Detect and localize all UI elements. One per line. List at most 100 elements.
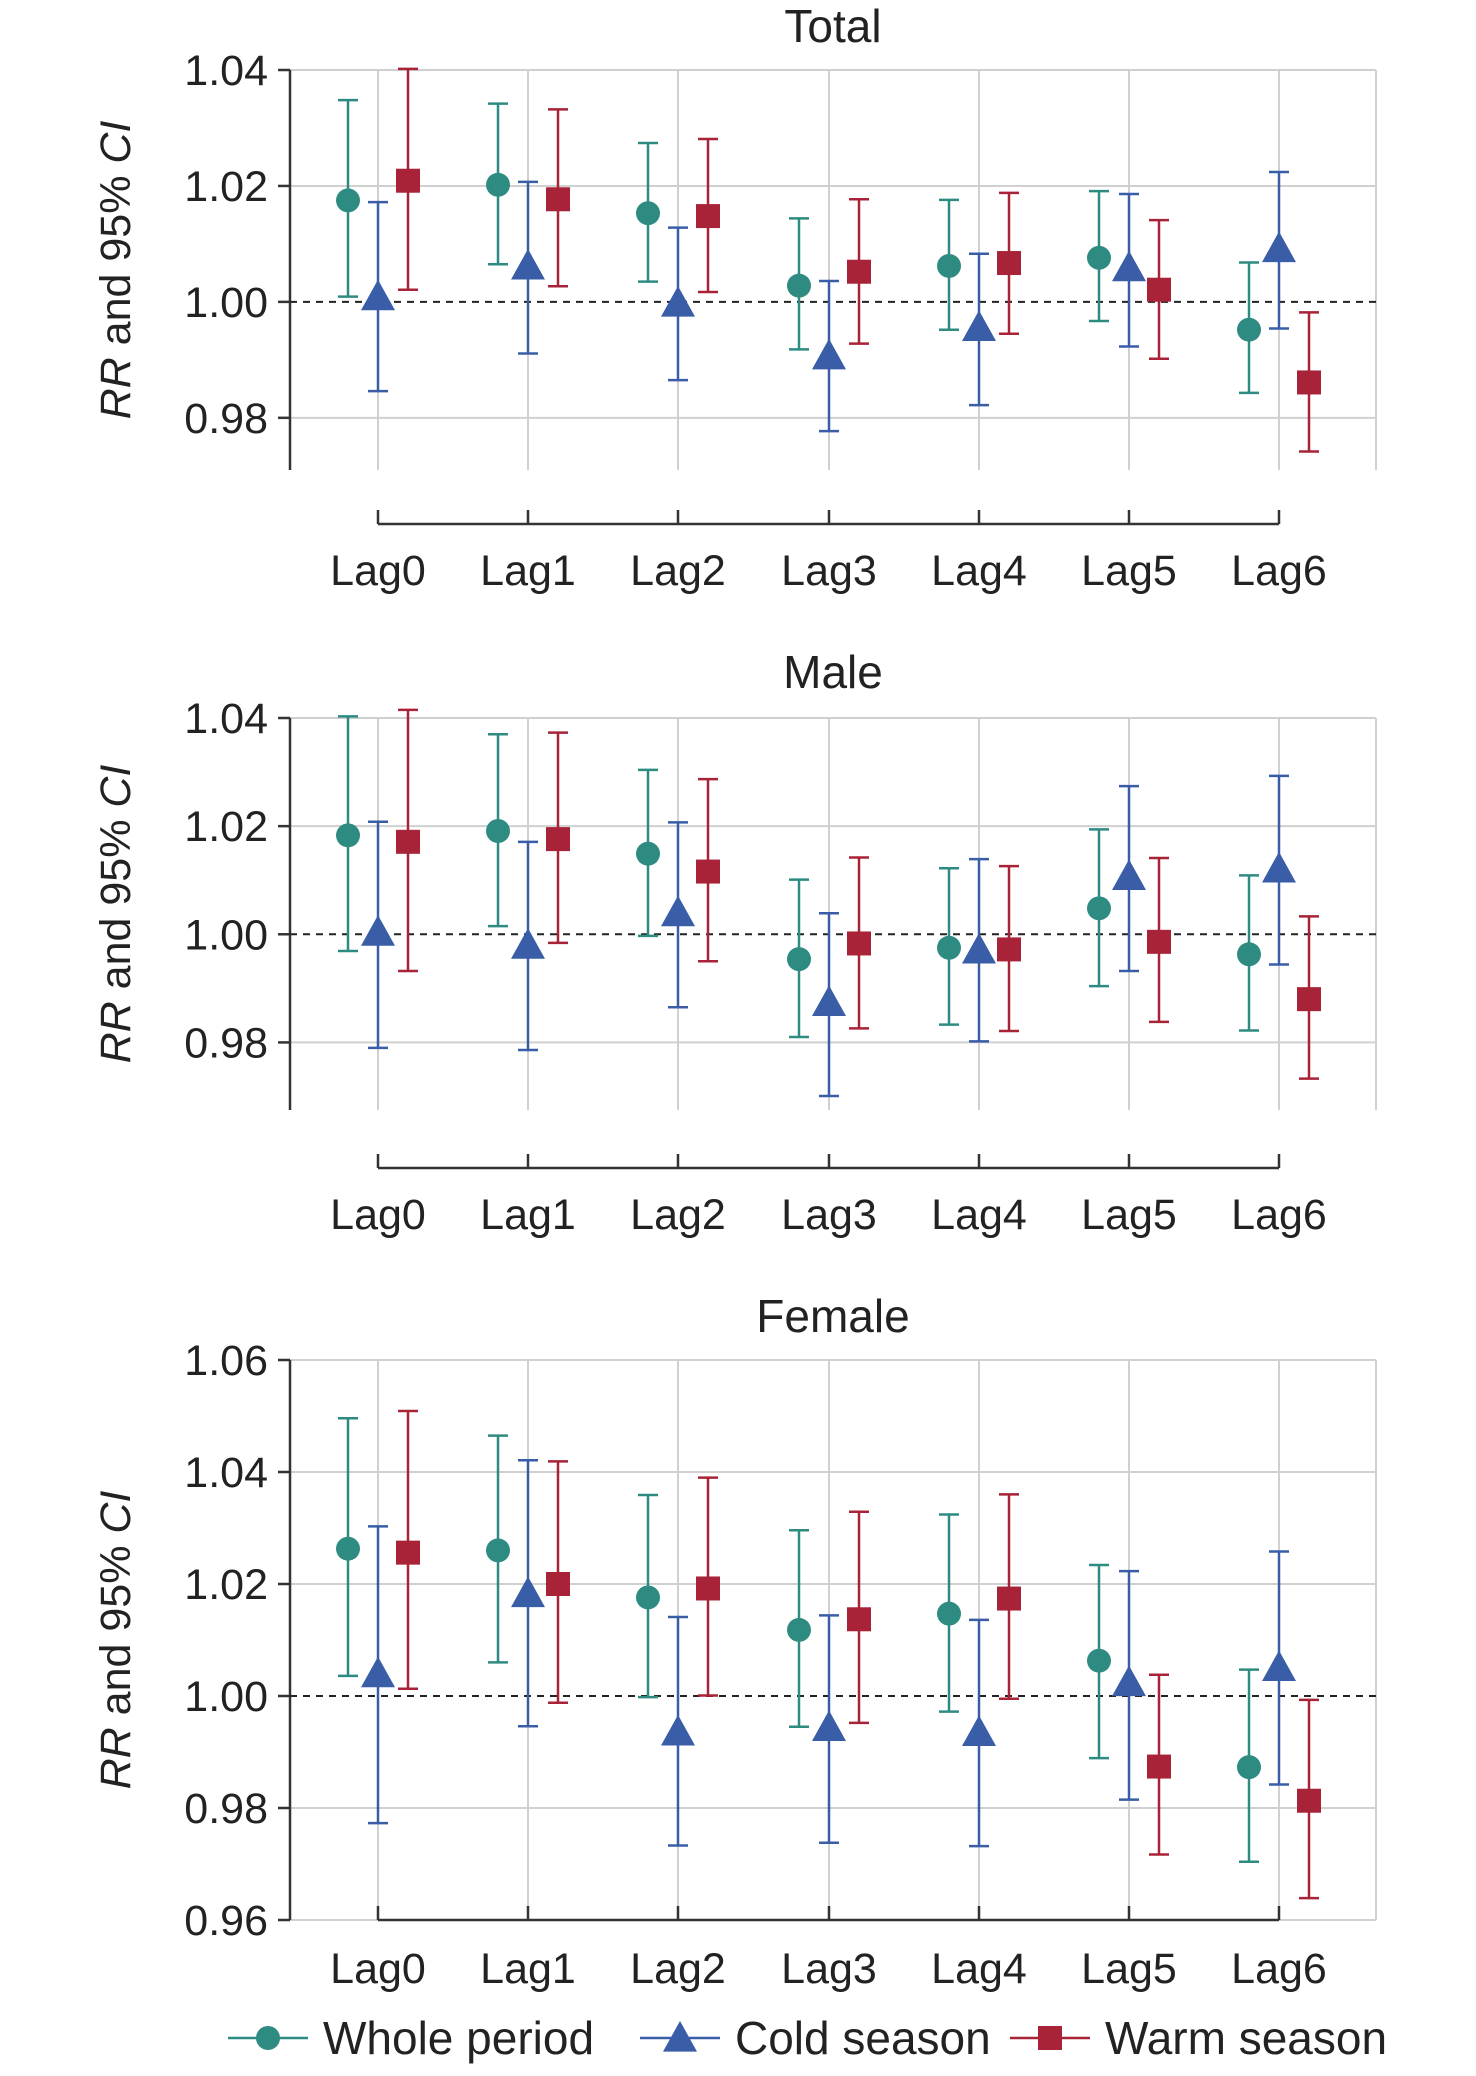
panel-female: 1.06 1.04 1.02 1.00 0.98 0.96 Lag0 Lag1 Lag2 Lag3… — [92, 1290, 1377, 1993]
y-tick-label: 1.06 — [184, 1337, 268, 1385]
whole-period-point — [1087, 896, 1111, 921]
warm-season-point — [1147, 277, 1171, 302]
x-tick-label: Lag3 — [781, 547, 877, 595]
legend-marker-cold-season — [663, 2021, 697, 2052]
y-axis-label-rr: RR — [92, 1727, 140, 1789]
cold-season-point — [1112, 250, 1146, 282]
legend-label-whole-period: Whole period — [323, 2012, 594, 2064]
y-axis-label-mid: and 95% — [92, 808, 140, 1002]
cold-season-point — [661, 1714, 695, 1746]
warm-season-point — [1147, 1754, 1171, 1779]
y-tick-label: 1.02 — [184, 163, 268, 211]
warm-season-point — [847, 259, 871, 284]
warm-season-point — [546, 827, 570, 852]
warm-season-point — [546, 187, 570, 212]
y-axis-label-mid: and 95% — [92, 164, 140, 358]
y-axis-label-ci: CI — [92, 1491, 140, 1534]
whole-period-point — [937, 1601, 961, 1626]
cold-season-point — [661, 286, 695, 317]
legend: Whole period Cold season Warm season — [228, 2012, 1387, 2064]
panel-title: Total — [784, 0, 881, 52]
y-tick-label: 0.98 — [184, 1019, 268, 1067]
cold-season-point — [962, 932, 996, 964]
warm-season-point — [1297, 370, 1321, 395]
whole-period-point — [486, 1538, 510, 1563]
whole-period-point — [1237, 1755, 1261, 1780]
warm-season-point — [696, 204, 720, 229]
panel-male: 1.04 1.02 1.00 0.98 Lag0 Lag1 Lag2 Lag3 Lag4 Lag5… — [92, 646, 1377, 1239]
whole-period-point — [636, 201, 660, 226]
whole-period-point — [1237, 942, 1261, 967]
warm-season-point — [997, 251, 1021, 276]
x-tick-label: Lag0 — [330, 1191, 426, 1239]
cold-season-point — [361, 1656, 395, 1688]
y-tick-label: 0.96 — [184, 1897, 268, 1945]
y-tick-label: 1.00 — [184, 1673, 268, 1721]
y-axis-label-rr: RR — [92, 357, 140, 419]
legend-label-cold-season: Cold season — [735, 2012, 991, 2064]
x-tick-label: Lag3 — [781, 1191, 877, 1239]
panel-title: Female — [756, 1290, 909, 1342]
warm-season-point — [396, 168, 420, 193]
x-tick-label: Lag5 — [1081, 1191, 1177, 1239]
cold-season-point — [1262, 231, 1296, 263]
x-tick-label: Lag4 — [931, 547, 1027, 595]
y-tick-label: 1.04 — [184, 695, 268, 743]
whole-period-point — [787, 947, 811, 972]
cold-season-point — [361, 279, 395, 311]
y-tick-label: 0.98 — [184, 395, 268, 443]
x-tick-label: Lag4 — [931, 1945, 1027, 1993]
y-tick-label: 0.98 — [184, 1785, 268, 1833]
whole-period-point — [937, 253, 961, 278]
cold-season-point — [1262, 1650, 1296, 1682]
warm-season-point — [997, 1586, 1021, 1611]
warm-season-point — [696, 859, 720, 884]
whole-period-point — [1087, 245, 1111, 270]
cold-season-point — [1262, 851, 1296, 883]
whole-period-point — [636, 841, 660, 866]
y-tick-label: 1.02 — [184, 803, 268, 851]
x-tick-label: Lag1 — [480, 1945, 576, 1993]
x-tick-label: Lag0 — [330, 547, 426, 595]
y-tick-label: 1.04 — [184, 1449, 268, 1497]
x-tick-label: Lag0 — [330, 1945, 426, 1993]
cold-season-point — [1112, 859, 1146, 891]
warm-season-point — [546, 1572, 570, 1596]
x-tick-label: Lag1 — [480, 547, 576, 595]
x-tick-label: Lag6 — [1231, 1191, 1327, 1239]
whole-period-point — [787, 273, 811, 298]
whole-period-point — [336, 1536, 360, 1561]
cold-season-point — [962, 310, 996, 341]
cold-season-point — [812, 1710, 846, 1741]
y-axis-label-ci: CI — [92, 765, 140, 808]
cold-season-point — [661, 895, 695, 927]
warm-season-point — [847, 931, 871, 956]
x-tick-label: Lag6 — [1231, 547, 1327, 595]
warm-season-point — [396, 1540, 420, 1565]
whole-period-point — [787, 1617, 811, 1642]
whole-period-point — [336, 188, 360, 213]
legend-marker-whole-period — [256, 2026, 280, 2050]
warm-season-point — [396, 829, 420, 854]
x-tick-label: Lag1 — [480, 1191, 576, 1239]
x-tick-label: Lag5 — [1081, 547, 1177, 595]
y-axis-label: RR and 95% CI — [92, 121, 140, 420]
y-tick-label: 1.00 — [184, 279, 268, 327]
warm-season-point — [1147, 929, 1171, 954]
whole-period-point — [937, 935, 961, 960]
y-tick-label: 1.02 — [184, 1561, 268, 1609]
y-axis-label-ci: CI — [92, 121, 140, 164]
y-tick-label: 1.04 — [184, 47, 268, 95]
x-tick-label: Lag5 — [1081, 1945, 1177, 1993]
cold-season-point — [812, 985, 846, 1017]
whole-period-point — [636, 1585, 660, 1610]
x-tick-label: Lag3 — [781, 1945, 877, 1993]
whole-period-point — [336, 823, 360, 848]
warm-season-point — [997, 937, 1021, 962]
cold-season-point — [511, 248, 545, 280]
x-tick-label: Lag2 — [630, 1945, 726, 1993]
cold-season-point — [511, 928, 545, 959]
warm-season-point — [696, 1576, 720, 1601]
cold-season-point — [511, 1576, 545, 1608]
